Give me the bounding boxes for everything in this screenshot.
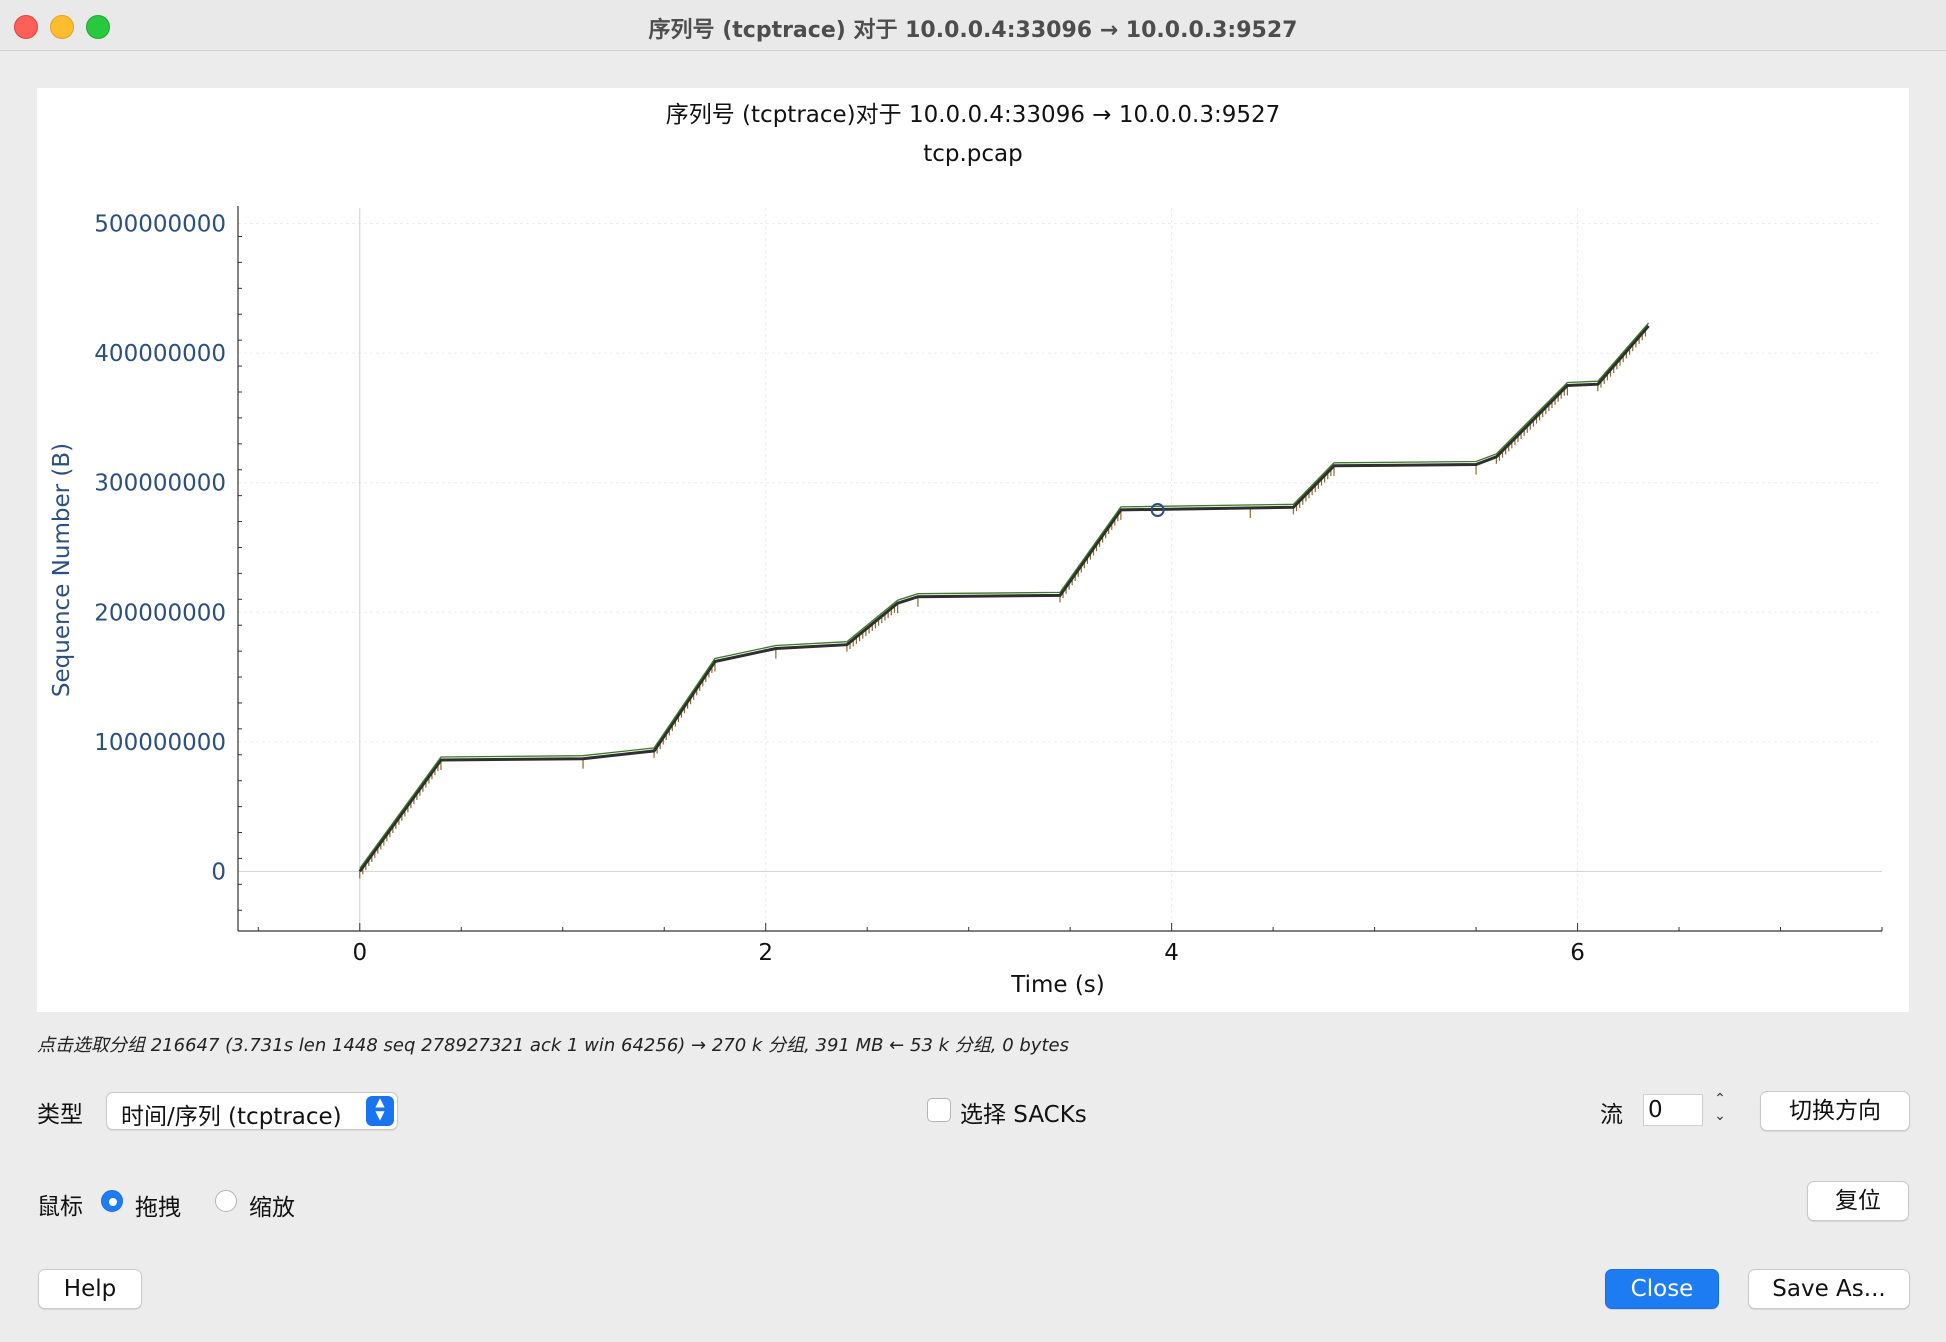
drag-radio[interactable] — [101, 1190, 123, 1212]
sequence-series-line — [358, 324, 1650, 873]
plot-title: 序列号 (tcptrace)对于 10.0.0.4:33096 → 10.0.0… — [665, 102, 1281, 128]
plot-area[interactable] — [37, 88, 1909, 1012]
y-tick-label: 500000000 — [94, 212, 226, 238]
stream-input[interactable]: 0 — [1643, 1094, 1703, 1126]
reset-button[interactable]: 复位 — [1807, 1181, 1909, 1221]
chevron-down-icon[interactable]: ⌄ — [1714, 1108, 1726, 1124]
zoom-radio[interactable] — [215, 1190, 237, 1212]
window-title: 序列号 (tcptrace) 对于 10.0.0.4:33096 → 10.0.… — [648, 18, 1298, 43]
y-tick-label: 300000000 — [94, 471, 226, 497]
close-window-button[interactable] — [14, 15, 38, 39]
y-tick-label: 200000000 — [94, 600, 226, 626]
chevron-up-icon[interactable]: ⌃ — [1714, 1091, 1726, 1107]
x-tick-label: 6 — [1570, 940, 1585, 966]
y-tick-label: 100000000 — [94, 730, 226, 756]
close-button[interactable]: Close — [1605, 1269, 1719, 1309]
x-axis-label: Time (s) — [1011, 972, 1105, 998]
select-sacks-label: 选择 SACKs — [960, 1102, 1087, 1128]
type-label: 类型 — [37, 1102, 83, 1128]
stream-stepper[interactable]: ⌃ ⌄ — [1708, 1091, 1732, 1129]
x-tick-label: 2 — [758, 940, 773, 966]
stream-label: 流 — [1600, 1102, 1623, 1128]
graph-type-value: 时间/序列 (tcptrace) — [121, 1104, 342, 1130]
mouse-label: 鼠标 — [37, 1194, 83, 1220]
x-tick-label: 4 — [1164, 940, 1179, 966]
updown-chevron-icon: ▲ ▼ — [366, 1096, 394, 1126]
switch-direction-button[interactable]: 切换方向 — [1760, 1091, 1910, 1131]
drag-label: 拖拽 — [135, 1195, 181, 1221]
y-tick-label: 0 — [211, 859, 226, 885]
graph-type-select[interactable]: 时间/序列 (tcptrace) ▲ ▼ — [106, 1092, 398, 1130]
save-as-button[interactable]: Save As... — [1748, 1269, 1910, 1309]
y-axis-label: Sequence Number (B) — [49, 442, 75, 698]
selected-point-marker[interactable] — [1150, 502, 1165, 517]
y-tick-label: 400000000 — [94, 341, 226, 367]
plot-subtitle: tcp.pcap — [923, 141, 1023, 167]
window-series-line — [359, 322, 1650, 869]
status-line: 点击选取分组 216647 (3.731s len 1448 seq 27892… — [37, 1035, 1069, 1056]
zoom-window-button[interactable] — [86, 15, 110, 39]
minimize-window-button[interactable] — [50, 15, 74, 39]
x-tick-label: 0 — [352, 940, 367, 966]
select-sacks-checkbox[interactable] — [927, 1098, 951, 1122]
title-bar[interactable]: 序列号 (tcptrace) 对于 10.0.0.4:33096 → 10.0.… — [0, 0, 1946, 51]
zoom-label: 缩放 — [249, 1195, 295, 1221]
help-button[interactable]: Help — [38, 1269, 142, 1309]
